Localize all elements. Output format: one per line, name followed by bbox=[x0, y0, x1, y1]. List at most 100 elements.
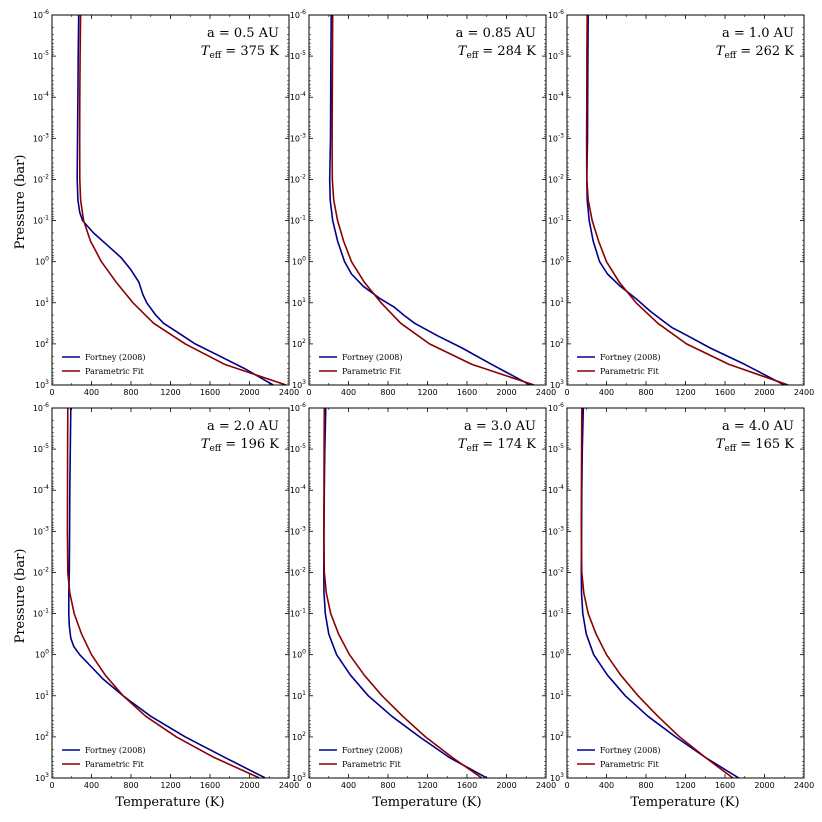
y-tick-label: 10-2 bbox=[290, 173, 306, 184]
y-axis-label-top: Pressure (bar) bbox=[13, 155, 28, 250]
legend-fit-label: Parametric Fit bbox=[600, 760, 659, 769]
y-tick-label: 101 bbox=[35, 690, 49, 701]
parametric-fit-line bbox=[331, 15, 535, 385]
y-tick-label: 10-4 bbox=[33, 91, 49, 102]
annotation-teff: Teff = 262 K bbox=[716, 44, 795, 61]
y-tick-label: 101 bbox=[292, 690, 306, 701]
x-tick-label: 0 bbox=[306, 781, 311, 790]
panel-1: 0 400 800 1200 1600 2000 2400 10-6 10-5 10-4 10-3 1… bbox=[33, 9, 299, 397]
x-tick-label: 0 bbox=[564, 388, 569, 397]
annotation-semi-major-axis: a = 0.85 AU bbox=[456, 26, 536, 41]
x-axis-label-left: Temperature (K) bbox=[115, 795, 224, 810]
y-tick-label: 10-5 bbox=[33, 50, 49, 61]
y-tick-label: 10-1 bbox=[290, 215, 306, 226]
panel-4: 0 400 800 1200 1600 2000 2400 10-6 10-5 10-4 10-3 1… bbox=[33, 402, 299, 790]
x-tick-label: 2400 bbox=[279, 781, 299, 790]
x-tick-label: 2000 bbox=[496, 781, 516, 790]
y-tick-label: 10-2 bbox=[33, 173, 49, 184]
y-tick-label: 10-6 bbox=[33, 402, 49, 413]
y-tick-label: 10-4 bbox=[290, 484, 306, 495]
parametric-fit-line bbox=[580, 408, 734, 778]
y-tick-label: 102 bbox=[550, 338, 564, 349]
y-tick-label: 10-1 bbox=[290, 608, 306, 619]
y-tick-label: 10-3 bbox=[548, 132, 564, 143]
x-tick-label: 400 bbox=[341, 388, 356, 397]
y-tick-label: 103 bbox=[292, 379, 306, 390]
parametric-fit-line bbox=[78, 15, 287, 385]
y-tick-label: 103 bbox=[550, 379, 564, 390]
y-tick-label: 100 bbox=[292, 256, 306, 267]
x-tick-label: 400 bbox=[599, 781, 614, 790]
x-axis-label-middle: Temperature (K) bbox=[372, 795, 481, 810]
annotation-teff: Teff = 375 K bbox=[201, 44, 280, 61]
y-tick-label: 10-1 bbox=[33, 608, 49, 619]
fortney-series-line bbox=[76, 15, 274, 385]
y-tick-label: 10-5 bbox=[290, 50, 306, 61]
x-tick-label: 2000 bbox=[754, 781, 774, 790]
y-tick-label: 10-1 bbox=[33, 215, 49, 226]
annotation-semi-major-axis: a = 0.5 AU bbox=[207, 26, 279, 41]
x-tick-label: 2400 bbox=[536, 388, 556, 397]
annotation-teff: Teff = 165 K bbox=[716, 437, 795, 454]
y-tick-label: 101 bbox=[292, 297, 306, 308]
y-tick-label: 103 bbox=[550, 772, 564, 783]
legend-fortney-label: Fortney (2008) bbox=[85, 746, 146, 755]
axes-frame bbox=[566, 14, 805, 386]
x-tick-label: 1600 bbox=[200, 388, 220, 397]
legend-fortney-label: Fortney (2008) bbox=[342, 353, 403, 362]
legend-fortney-label: Fortney (2008) bbox=[600, 746, 661, 755]
x-tick-label: 1600 bbox=[457, 388, 477, 397]
x-tick-label: 1600 bbox=[715, 781, 735, 790]
x-tick-label: 0 bbox=[49, 388, 54, 397]
axes-frame bbox=[51, 407, 290, 779]
panel-3: 0 400 800 1200 1600 2000 2400 10-6 10-5 10-4 10-3 1… bbox=[548, 9, 814, 397]
y-tick-label: 10-1 bbox=[548, 215, 564, 226]
y-tick-label: 10-3 bbox=[33, 525, 49, 536]
x-tick-label: 1600 bbox=[715, 388, 735, 397]
y-tick-label: 10-3 bbox=[290, 132, 306, 143]
y-tick-label: 10-5 bbox=[548, 50, 564, 61]
x-tick-label: 1200 bbox=[417, 388, 437, 397]
x-tick-label: 800 bbox=[638, 781, 653, 790]
fortney-series-line bbox=[580, 408, 740, 778]
y-tick-label: 100 bbox=[550, 256, 564, 267]
annotation-semi-major-axis: a = 3.0 AU bbox=[464, 419, 536, 434]
y-tick-label: 103 bbox=[292, 772, 306, 783]
fortney-series-line bbox=[328, 15, 531, 385]
x-tick-label: 800 bbox=[638, 388, 653, 397]
fortney-series-line bbox=[585, 15, 785, 385]
legend-fortney-label: Fortney (2008) bbox=[85, 353, 146, 362]
x-tick-label: 1600 bbox=[457, 781, 477, 790]
fortney-series-line bbox=[322, 408, 488, 778]
panel-5: 0 400 800 1200 1600 2000 2400 10-6 10-5 10-4 10-3 1… bbox=[290, 402, 556, 790]
x-tick-label: 1200 bbox=[417, 781, 437, 790]
legend-fortney-label: Fortney (2008) bbox=[342, 746, 403, 755]
x-tick-label: 2400 bbox=[536, 781, 556, 790]
y-tick-label: 10-2 bbox=[548, 566, 564, 577]
y-tick-label: 10-4 bbox=[33, 484, 49, 495]
y-tick-label: 10-5 bbox=[548, 443, 564, 454]
parametric-fit-line bbox=[585, 15, 789, 385]
x-tick-label: 0 bbox=[306, 388, 311, 397]
legend-fit-label: Parametric Fit bbox=[600, 367, 659, 376]
y-tick-label: 102 bbox=[292, 338, 306, 349]
y-tick-label: 10-4 bbox=[548, 484, 564, 495]
y-tick-label: 10-6 bbox=[290, 9, 306, 20]
y-tick-label: 100 bbox=[35, 649, 49, 660]
panels: 0 400 800 1200 1600 2000 2400 10-6 10-5 10-4 10-3 1… bbox=[33, 9, 814, 790]
y-tick-label: 10-3 bbox=[290, 525, 306, 536]
panel-2: 0 400 800 1200 1600 2000 2400 10-6 10-5 10-4 10-3 1… bbox=[290, 9, 556, 397]
y-tick-label: 10-2 bbox=[33, 566, 49, 577]
annotation-semi-major-axis: a = 4.0 AU bbox=[722, 419, 794, 434]
y-tick-label: 101 bbox=[35, 297, 49, 308]
x-tick-label: 800 bbox=[123, 781, 138, 790]
x-tick-label: 2400 bbox=[794, 781, 814, 790]
y-tick-label: 102 bbox=[35, 731, 49, 742]
y-tick-label: 10-6 bbox=[290, 402, 306, 413]
axes-frame bbox=[566, 407, 805, 779]
x-tick-label: 400 bbox=[599, 388, 614, 397]
y-tick-label: 10-6 bbox=[33, 9, 49, 20]
y-tick-label: 10-2 bbox=[290, 566, 306, 577]
annotation-teff: Teff = 196 K bbox=[201, 437, 280, 454]
x-tick-label: 800 bbox=[380, 781, 395, 790]
